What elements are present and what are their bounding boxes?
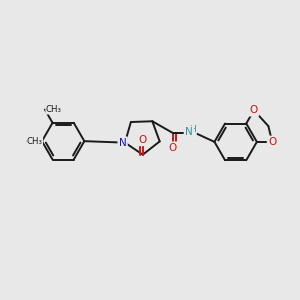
Text: CH₃: CH₃ (46, 105, 62, 114)
Text: N: N (185, 127, 193, 137)
Text: N: N (119, 138, 127, 148)
Text: H: H (189, 125, 196, 134)
Text: CH₃: CH₃ (27, 137, 43, 146)
Text: O: O (169, 143, 177, 153)
Text: O: O (250, 105, 258, 115)
Text: O: O (139, 135, 147, 145)
Text: O: O (268, 137, 276, 147)
